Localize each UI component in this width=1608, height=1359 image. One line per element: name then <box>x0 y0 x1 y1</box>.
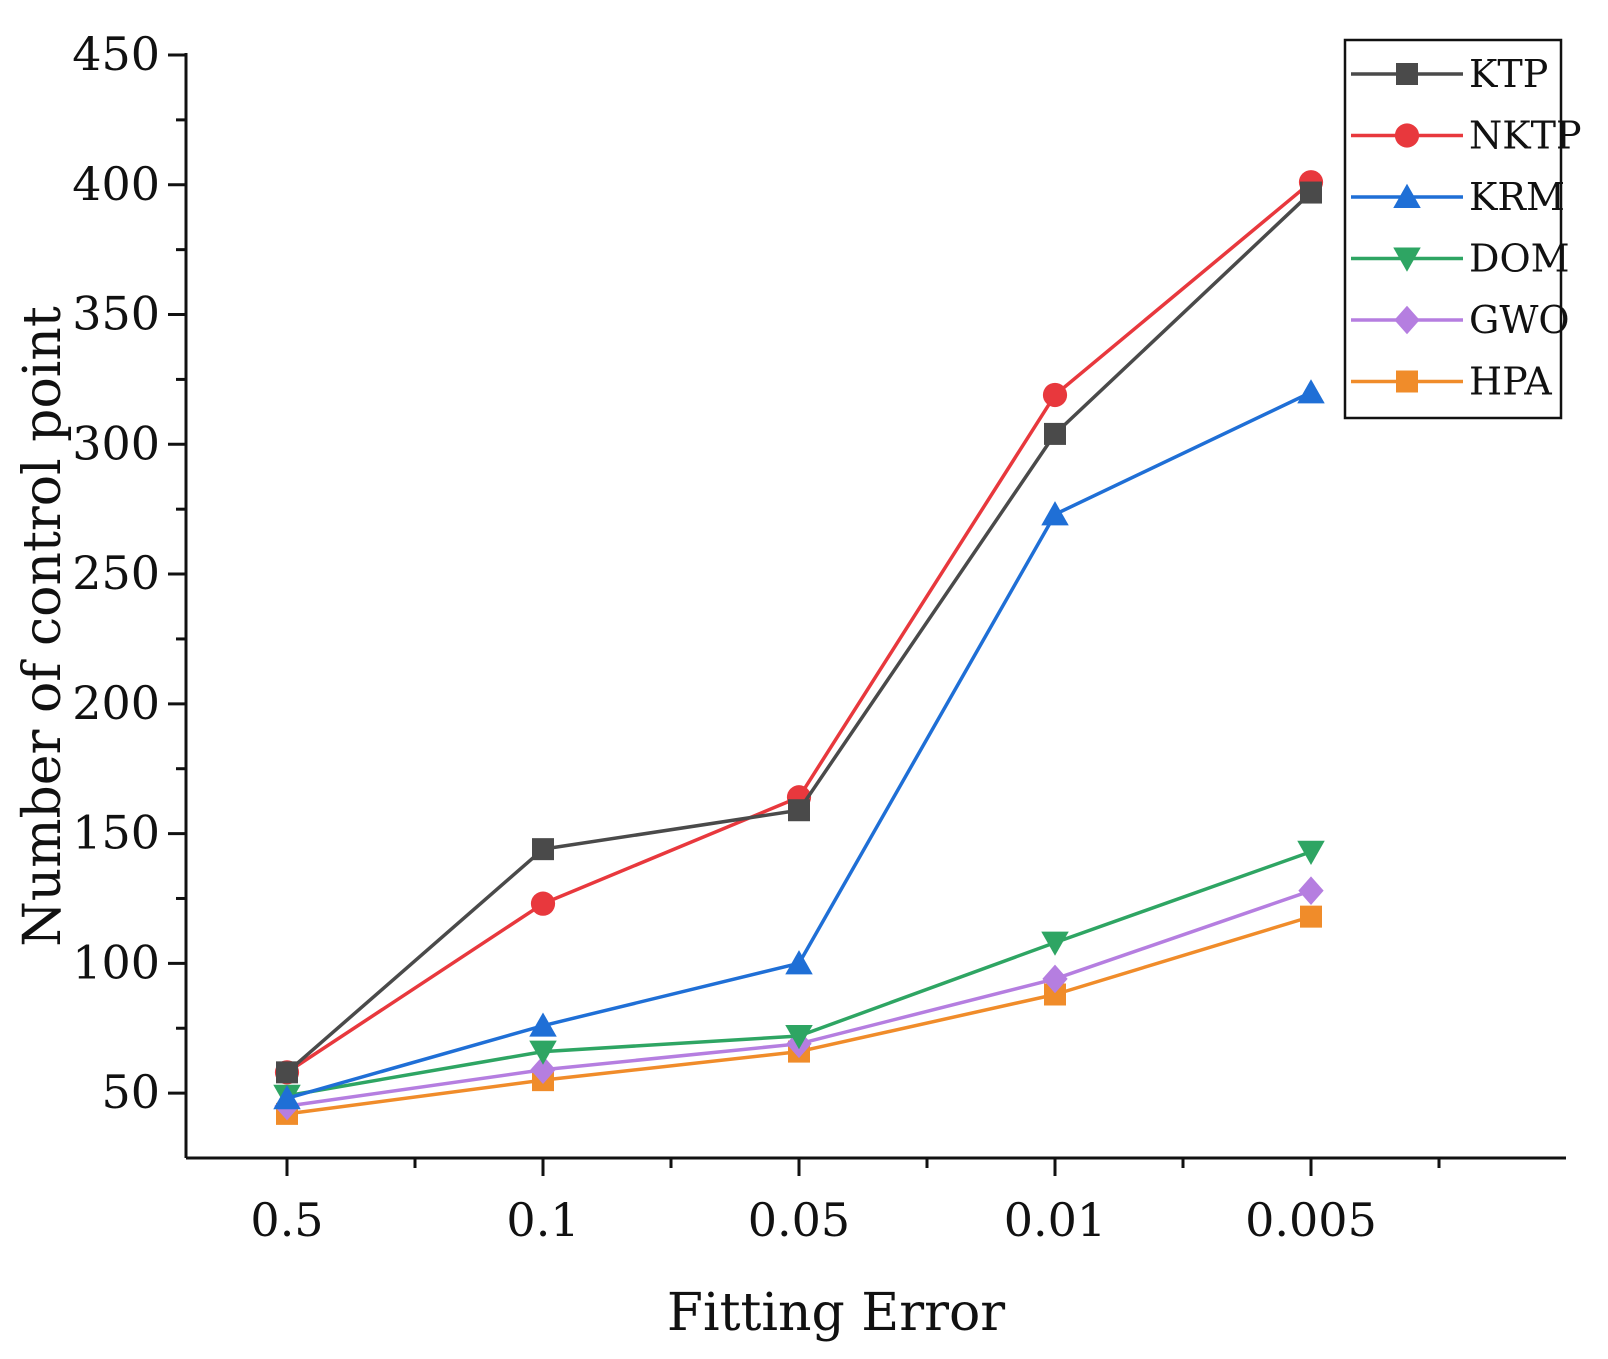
series-krm <box>273 379 1325 1110</box>
series-hpa <box>276 905 1322 1125</box>
legend-label-krm: KRM <box>1469 175 1565 219</box>
series-ktp <box>276 181 1322 1084</box>
series-dom <box>273 840 1325 1109</box>
data-point-hpa <box>1044 983 1066 1006</box>
legend-marker-krm <box>1393 183 1421 208</box>
data-point-dom <box>529 1040 557 1065</box>
data-point-krm <box>1297 379 1325 404</box>
data-point-ktp <box>532 838 554 861</box>
y-tick-label: 250 <box>72 546 160 600</box>
y-tick-label: 300 <box>72 416 160 470</box>
x-tick-label: 0.005 <box>1245 1193 1377 1247</box>
legend-marker-dom <box>1393 247 1421 272</box>
data-point-gwo <box>1042 964 1068 994</box>
legend-item-ktp: KTP <box>1351 52 1548 96</box>
series-line-krm <box>286 390 1312 1100</box>
legend-item-gwo: GWO <box>1351 298 1570 342</box>
legend-box <box>1343 38 1563 420</box>
legend-item-hpa: HPA <box>1351 360 1552 404</box>
data-point-krm <box>1041 501 1069 526</box>
legend: KTP NKTP KRM DOM GWO HPA <box>1343 38 1582 420</box>
legend-marker-hpa <box>1396 370 1418 393</box>
legend-marker-nktp <box>1394 123 1420 148</box>
data-point-dom <box>785 1025 813 1050</box>
data-point-dom <box>1041 931 1069 956</box>
data-point-dom <box>1297 840 1325 865</box>
x-tick-label: 0.5 <box>250 1193 323 1247</box>
series-lines <box>273 170 1325 1125</box>
data-point-ktp <box>788 799 810 822</box>
data-point-nktp <box>530 891 556 916</box>
data-point-ktp <box>1300 181 1322 204</box>
axes: 50 100 150 200 250 300 350 400 450 0.5 0.1 0.05 0.01… <box>72 27 1566 1247</box>
x-tick-label: 0.05 <box>748 1193 850 1247</box>
legend-item-dom: DOM <box>1351 237 1570 281</box>
data-point-krm <box>529 1012 557 1037</box>
y-tick-label: 100 <box>72 935 160 989</box>
data-point-ktp <box>1044 422 1066 445</box>
y-tick-label: 200 <box>72 676 160 730</box>
y-tick-label: 450 <box>72 27 160 81</box>
legend-item-krm: KRM <box>1351 175 1565 219</box>
y-tick-label: 350 <box>72 287 160 341</box>
series-line-ktp <box>285 191 1313 1074</box>
data-point-krm <box>273 1085 301 1110</box>
data-point-ktp <box>276 1061 298 1084</box>
series-gwo <box>274 876 1324 1121</box>
y-tick-label: 400 <box>72 157 160 211</box>
legend-label-dom: DOM <box>1469 237 1570 281</box>
legend-label-ktp: KTP <box>1469 52 1548 96</box>
data-point-hpa <box>1300 905 1322 928</box>
legend-label-nktp: NKTP <box>1469 114 1582 158</box>
legend-label-gwo: GWO <box>1469 298 1570 342</box>
data-point-gwo <box>1298 876 1324 905</box>
y-axis-title: Number of control point <box>13 306 73 947</box>
data-point-krm <box>785 950 813 975</box>
x-tick-label: 0.01 <box>1004 1193 1106 1247</box>
legend-label-hpa: HPA <box>1469 360 1552 404</box>
legend-marker-ktp <box>1396 63 1418 85</box>
x-tick-label: 0.1 <box>506 1193 579 1247</box>
legend-marker-gwo <box>1394 305 1420 335</box>
legend-item-nktp: NKTP <box>1351 114 1582 158</box>
data-point-nktp <box>1042 382 1068 408</box>
data-point-gwo <box>530 1055 556 1085</box>
y-tick-label: 150 <box>72 806 160 860</box>
y-tick-label: 50 <box>101 1065 160 1119</box>
x-axis-title: Fitting Error <box>667 1283 1005 1343</box>
series-line-gwo <box>286 889 1312 1108</box>
